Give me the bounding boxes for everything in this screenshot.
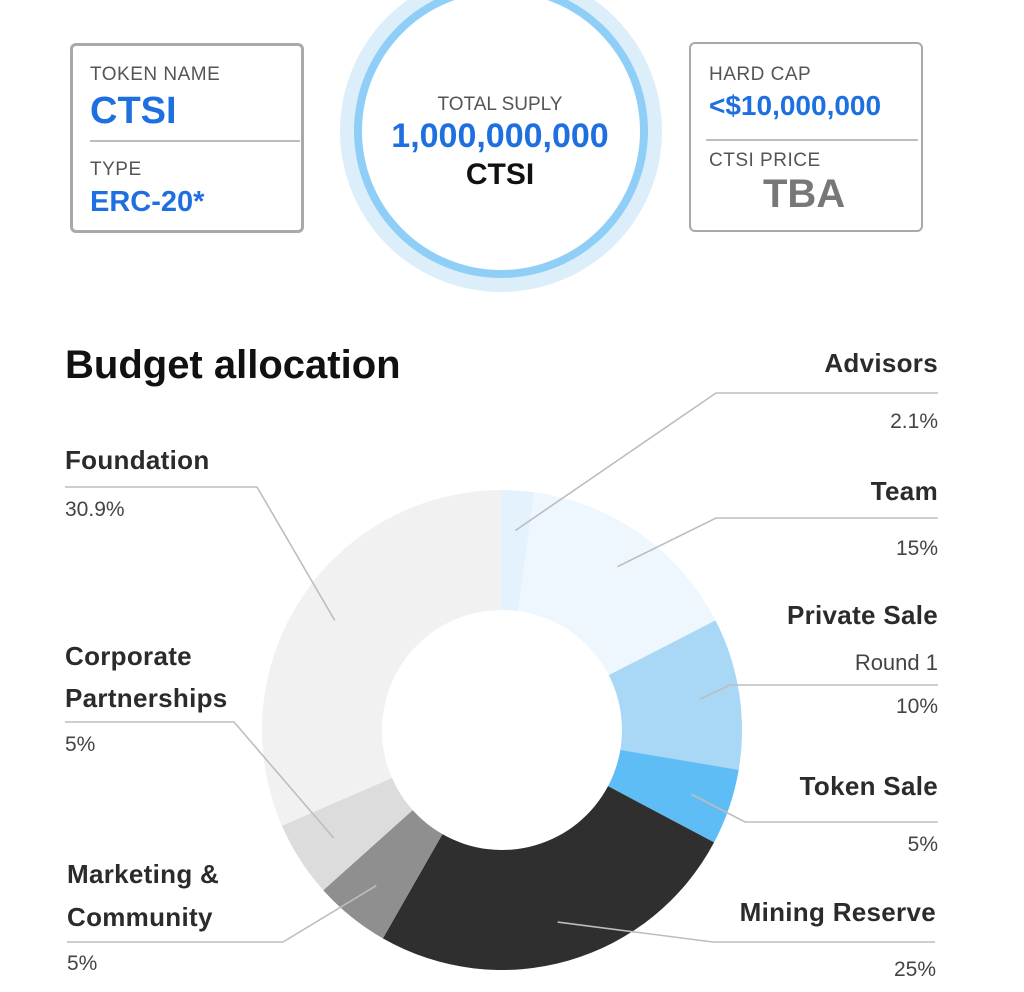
label-corporate: Corporate	[65, 641, 192, 671]
sublabel-private-sale: Round 1	[854, 650, 938, 675]
slice-advisors	[502, 490, 535, 612]
slice-marketing-community	[323, 810, 443, 939]
pct-private-sale: 10%	[895, 695, 938, 718]
label-token-sale: Token Sale	[799, 771, 938, 801]
hard-cap-value: <$10,000,000	[709, 90, 882, 121]
pct-foundation: 30.9%	[65, 498, 125, 521]
card-divider	[90, 140, 300, 142]
leader-line-marketing-community	[67, 884, 377, 943]
leader-line-corporate-partnerships	[65, 721, 335, 839]
label-foundation: Foundation	[65, 445, 210, 475]
token-name-label: TOKEN NAME	[90, 64, 221, 85]
total-supply-value: 1,000,000,000	[391, 117, 609, 155]
leader-line-team	[617, 517, 938, 568]
pct-advisors: 2.1%	[890, 410, 938, 433]
label-team: Team	[870, 476, 938, 506]
card-divider	[706, 139, 918, 141]
slice-token-sale	[608, 749, 739, 843]
leader-line-token-sale	[691, 793, 938, 823]
pct-marketing-community: 5%	[67, 952, 98, 975]
leader-line-advisors	[515, 392, 938, 532]
label-mining-reserve: Mining Reserve	[739, 897, 936, 927]
slice-foundation	[262, 490, 502, 826]
label-marketing: Marketing &	[67, 859, 220, 889]
slice-mining-reserve	[382, 786, 715, 971]
price-label: CTSI PRICE	[709, 150, 821, 171]
token-type-label: TYPE	[90, 159, 142, 180]
chart-title: Budget allocation	[65, 343, 401, 387]
token-info-card: TOKEN NAME CTSI TYPE ERC-20*	[70, 43, 304, 233]
slice-private-sale	[608, 620, 742, 770]
pct-corporate-partnerships: 5%	[65, 733, 96, 756]
price-value: TBA	[763, 172, 846, 216]
token-type-value: ERC-20*	[90, 186, 205, 218]
slice-team	[518, 492, 716, 676]
label-community: Community	[67, 902, 213, 932]
supply-ring-inner	[362, 0, 640, 270]
total-supply-label: TOTAL SUPLY	[437, 94, 563, 115]
label-partnerships: Partnerships	[65, 683, 228, 713]
hard-cap-card: HARD CAP <$10,000,000 CTSI PRICE TBA	[689, 42, 923, 232]
leader-line-foundation	[65, 486, 336, 621]
leader-line-mining-reserve	[557, 921, 935, 943]
leader-line-private-sale	[699, 684, 938, 701]
label-advisors: Advisors	[824, 348, 938, 378]
total-supply-unit: CTSI	[465, 158, 535, 191]
pct-token-sale: 5%	[907, 833, 938, 856]
label-private-sale: Private Sale	[786, 600, 938, 630]
slice-corporate-partnerships	[281, 777, 413, 891]
hard-cap-label: HARD CAP	[709, 64, 812, 85]
pct-team: 15%	[895, 537, 938, 560]
token-name-value: CTSI	[90, 90, 177, 132]
pct-mining-reserve: 25%	[893, 958, 936, 981]
